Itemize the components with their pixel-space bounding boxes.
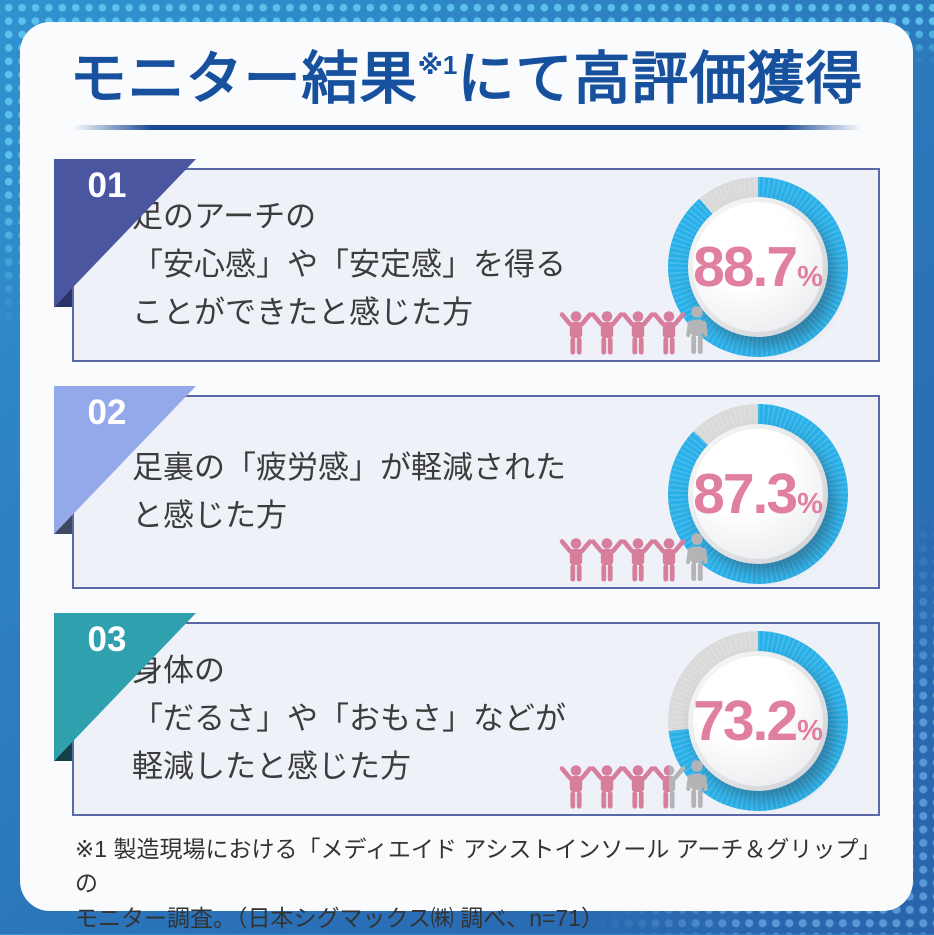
result-line: 足裏の「疲労感」が軽減された — [132, 449, 566, 485]
result-line: ことができたと感じた方 — [132, 294, 473, 330]
footnote: ※1 製造現場における「メディエイド アシストインソール アーチ＆グリップ」の … — [75, 832, 873, 935]
result-line: 「安心感」や「安定感」を得る — [132, 246, 566, 282]
page-title-rest: にて高評価獲得 — [457, 47, 864, 111]
result-card-01: 01 足のアーチの 「安心感」や「安定感」を得る ことができたと感じた方 — [54, 158, 880, 362]
result-card-03: 03 身体の 「だるさ」や「おもさ」などが 軽減したと感じた方 — [54, 612, 880, 816]
title-footnote-marker: ※1 — [417, 50, 458, 80]
respondent-icons-03 — [558, 759, 712, 809]
footnote-line-2: モニター調査。（日本シグマックス㈱ 調べ、n=71） — [75, 904, 605, 931]
percent-sign: % — [797, 260, 823, 293]
footnote-line-1: ※1 製造現場における「メディエイド アシストインソール アーチ＆グリップ」の — [75, 835, 870, 897]
percent-value: 73.2 — [693, 688, 798, 753]
result-text-01: 足のアーチの 「安心感」や「安定感」を得る ことができたと感じた方 — [132, 170, 588, 360]
result-text-03: 身体の 「だるさ」や「おもさ」などが 軽減したと感じた方 — [132, 624, 588, 814]
respondent-icons-01 — [558, 305, 712, 355]
result-line: 身体の — [132, 652, 225, 688]
result-line: 足のアーチの — [132, 198, 317, 234]
result-line: と感じた方 — [132, 497, 287, 533]
respondent-icons-02 — [558, 532, 712, 582]
title-divider — [72, 124, 861, 130]
badge-number-03: 03 — [87, 619, 127, 659]
page-title: モニター結果※1にて高評価獲得 — [30, 48, 903, 111]
person-neutral-icon — [686, 759, 708, 808]
percent-sign: % — [797, 487, 823, 520]
person-neutral-icon — [686, 305, 708, 354]
card: モニター結果※1にて高評価獲得 01 足のアーチの 「安心感」や「安定感」を得る… — [20, 22, 913, 931]
page-title-main: モニター結果 — [69, 47, 418, 111]
result-line: 「だるさ」や「おもさ」などが — [132, 700, 566, 736]
person-neutral-icon — [686, 532, 708, 581]
percent-sign: % — [797, 714, 823, 747]
result-card-02: 02 足裏の「疲労感」が軽減された と感じた方 — [54, 385, 880, 589]
badge-number-01: 01 — [87, 165, 127, 205]
result-line: 軽減したと感じた方 — [132, 748, 411, 784]
percent-value: 88.7 — [693, 234, 798, 299]
result-text-02: 足裏の「疲労感」が軽減された と感じた方 — [132, 397, 588, 587]
percent-value: 87.3 — [693, 461, 798, 526]
badge-number-02: 02 — [87, 392, 127, 432]
